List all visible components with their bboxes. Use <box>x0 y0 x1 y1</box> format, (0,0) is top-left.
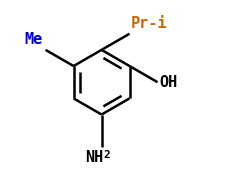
Text: 2: 2 <box>103 150 110 160</box>
Text: NH: NH <box>85 150 103 165</box>
Text: Pr-i: Pr-i <box>131 16 168 31</box>
Text: OH: OH <box>159 75 177 90</box>
Text: Me: Me <box>24 32 42 47</box>
